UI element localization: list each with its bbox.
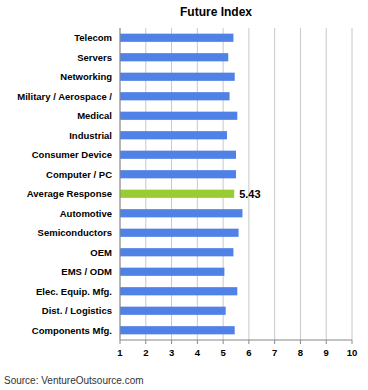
tick: [197, 340, 198, 344]
grid-line: [326, 28, 327, 340]
bars: [120, 34, 242, 335]
category-label: Telecom: [74, 32, 112, 43]
category-label: Dist. / Logistics: [42, 305, 112, 316]
y-axis: [120, 28, 121, 340]
category-label: Military / Aerospace /: [17, 91, 112, 102]
bar: [120, 73, 235, 81]
tick: [300, 340, 301, 344]
category-label: Consumer Device: [32, 149, 112, 160]
tick-label: 9: [324, 347, 329, 358]
tick-label: 6: [246, 347, 251, 358]
tick-label: 8: [298, 347, 303, 358]
bar: [120, 151, 236, 159]
category-label: Industrial: [69, 130, 112, 141]
tick: [120, 340, 121, 344]
category-label: EMS / ODM: [61, 266, 112, 277]
tick: [352, 340, 353, 344]
bar: [120, 287, 237, 295]
bar: [120, 190, 234, 198]
data-label: 5.43: [239, 188, 260, 200]
bar: [120, 170, 236, 178]
x-axis: [120, 340, 352, 341]
chart: Future Index Telecom Servers Networking Mili…: [0, 0, 368, 390]
bar: [120, 112, 237, 120]
tick: [223, 340, 224, 344]
category-label: Medical: [77, 110, 112, 121]
bar: [120, 229, 239, 237]
tick-label: 2: [143, 347, 148, 358]
bar: [120, 209, 242, 217]
bar: [120, 34, 233, 42]
tick-label: 7: [272, 347, 277, 358]
grid-line: [274, 28, 275, 340]
category-label: Elec. Equip. Mfg.: [36, 286, 112, 297]
tick: [326, 340, 327, 344]
bar: [120, 92, 230, 100]
tick: [171, 340, 172, 344]
category-label: Average Response: [27, 188, 112, 199]
tick: [274, 340, 275, 344]
category-label: OEM: [90, 247, 112, 258]
grid-line: [300, 28, 301, 340]
bar: [120, 268, 224, 276]
grid-line: [248, 28, 249, 340]
tick-label: 4: [195, 347, 201, 358]
category-label: Computer / PC: [46, 169, 112, 180]
category-label: Components Mfg.: [32, 325, 112, 336]
title: Future Index: [180, 5, 252, 19]
category-label: Servers: [77, 52, 112, 63]
tick-label: 3: [169, 347, 174, 358]
tick-label: 10: [347, 347, 358, 358]
category-label: Automotive: [60, 208, 112, 219]
grid-line: [120, 28, 121, 340]
tick-label: 1: [117, 347, 123, 358]
bar: [120, 53, 228, 61]
tick: [248, 340, 249, 344]
source: Source: VentureOutsource.com: [4, 375, 144, 386]
bar: [120, 131, 227, 139]
grid-line: [352, 28, 353, 340]
bar: [120, 326, 235, 334]
tick: [145, 340, 146, 344]
bar: [120, 307, 226, 315]
category-label: Semiconductors: [38, 227, 112, 238]
category-label: Networking: [60, 71, 112, 82]
bar: [120, 248, 233, 256]
tick-label: 5: [220, 347, 226, 358]
